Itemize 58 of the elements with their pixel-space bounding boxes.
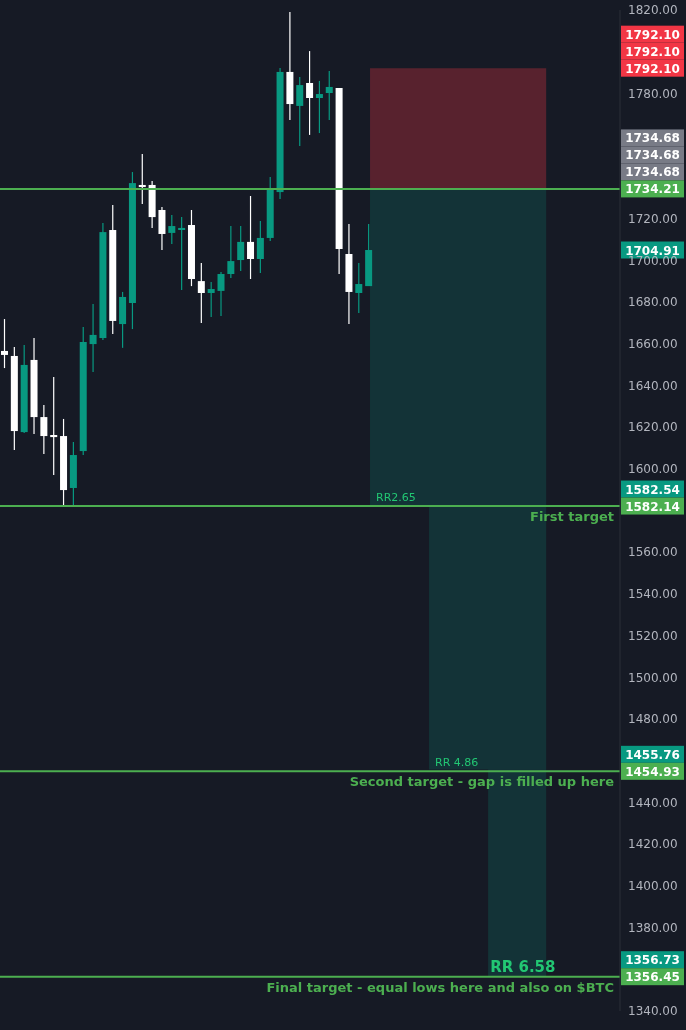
annotation: First target bbox=[530, 509, 614, 525]
y-tick-label: 1640.00 bbox=[628, 378, 678, 393]
y-tick-label: 1500.00 bbox=[628, 670, 678, 685]
candlestick bbox=[306, 50, 314, 136]
candlestick bbox=[40, 404, 48, 455]
candlestick bbox=[296, 76, 304, 147]
y-tick-label: 1340.00 bbox=[628, 1004, 678, 1019]
candlestick bbox=[138, 153, 146, 205]
candlestick bbox=[247, 195, 255, 280]
ref-line-label: 1454.93 bbox=[625, 764, 680, 779]
y-tick-label: 1400.00 bbox=[628, 879, 678, 894]
text: 1792.10 bbox=[625, 44, 680, 59]
y-tick-label: 1780.00 bbox=[628, 86, 678, 101]
ref-line-label: 1356.45 bbox=[625, 970, 680, 985]
candlestick bbox=[89, 303, 97, 373]
y-tick-label: 1820.00 bbox=[628, 3, 678, 18]
candlestick bbox=[1, 318, 8, 369]
text: 1734.68 bbox=[625, 131, 680, 146]
text: 1455.76 bbox=[625, 747, 680, 762]
y-tick-label: 1680.00 bbox=[628, 295, 678, 310]
candlestick bbox=[227, 225, 235, 279]
y-tick-label: 1660.00 bbox=[628, 336, 678, 351]
y-tick-label: 1700.00 bbox=[628, 253, 678, 268]
text: 1792.10 bbox=[625, 27, 680, 42]
candlestick bbox=[325, 70, 333, 121]
y-tick-label: 1600.00 bbox=[628, 462, 678, 477]
band-label: RR2.65 bbox=[376, 491, 416, 505]
text: 1734.68 bbox=[625, 148, 680, 163]
annotation: Final target - equal lows here and also on $BTC bbox=[266, 979, 614, 995]
y-tick-label: 1540.00 bbox=[628, 587, 678, 602]
ref-line-label: 1582.14 bbox=[625, 499, 680, 514]
annotation: Second target - gap is filled up here bbox=[349, 774, 615, 790]
candlestick bbox=[237, 225, 245, 272]
y-tick-label: 1440.00 bbox=[628, 795, 678, 810]
text: 1792.10 bbox=[625, 61, 680, 76]
y-tick-label: 1520.00 bbox=[628, 628, 678, 643]
candlestick bbox=[355, 262, 363, 314]
y-tick-label: 1380.00 bbox=[628, 920, 678, 935]
candlestick bbox=[158, 206, 166, 251]
band-label: RR 4.86 bbox=[435, 755, 479, 769]
band-label: RR 6.58 bbox=[490, 958, 556, 977]
candlestick bbox=[197, 262, 205, 324]
text: 1582.54 bbox=[625, 482, 680, 497]
y-tick-label: 1480.00 bbox=[628, 712, 678, 727]
candlestick bbox=[50, 376, 58, 476]
y-tick-label: 1420.00 bbox=[628, 837, 678, 852]
text: 1734.68 bbox=[625, 165, 680, 180]
y-tick-label: 1560.00 bbox=[628, 545, 678, 560]
candlestick bbox=[168, 214, 176, 245]
candlestick bbox=[315, 80, 323, 134]
y-tick-label: 1720.00 bbox=[628, 211, 678, 226]
candlestick bbox=[256, 220, 264, 274]
text: 1356.73 bbox=[625, 953, 680, 968]
candlestick bbox=[217, 271, 225, 317]
ref-line-label: 1734.21 bbox=[625, 182, 680, 197]
candlestick bbox=[178, 216, 186, 291]
y-tick-label: 1620.00 bbox=[628, 420, 678, 435]
candlestick bbox=[207, 281, 215, 318]
